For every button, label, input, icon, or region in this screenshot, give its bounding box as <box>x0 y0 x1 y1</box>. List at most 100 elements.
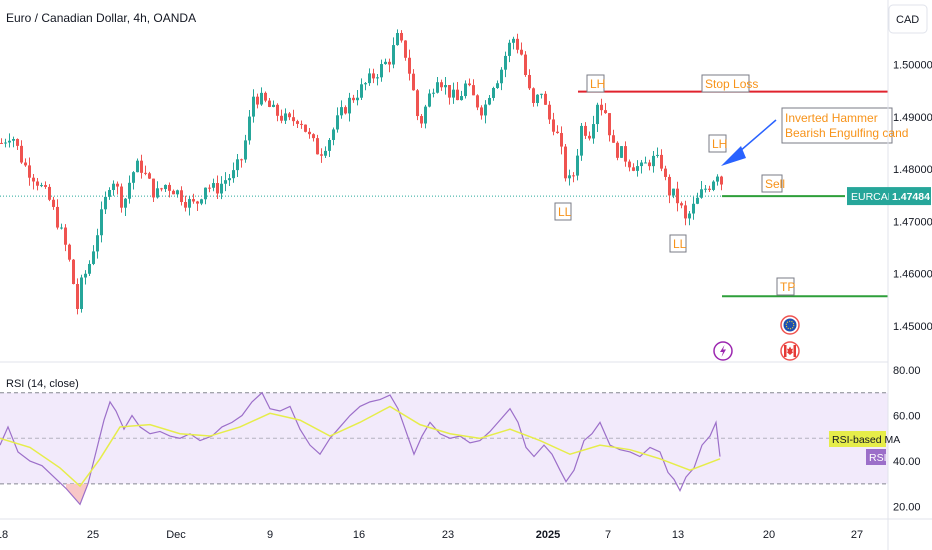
candle-body <box>624 146 627 162</box>
price-tag-value: 1.47484 <box>892 191 930 203</box>
price-tick-label: 1.45000 <box>893 321 932 333</box>
candle-body <box>132 172 135 183</box>
candle-body <box>288 113 291 118</box>
candle-body <box>144 172 147 174</box>
candle-body <box>180 190 183 203</box>
sell-label-text: Sell <box>765 177 785 191</box>
candle-body <box>636 166 639 171</box>
candle-body <box>76 284 79 309</box>
time-tick-label: 27 <box>851 529 863 541</box>
candle-body <box>156 188 159 198</box>
candle-body <box>536 94 539 103</box>
candle-body <box>592 124 595 139</box>
candle-body <box>692 203 695 214</box>
candle-body <box>500 69 503 84</box>
rsi-lines <box>0 391 721 506</box>
candle-body <box>388 61 391 65</box>
candle-body <box>516 38 519 50</box>
chart-title: Euro / Canadian Dollar, 4h, OANDA <box>6 11 196 25</box>
candle-body <box>212 183 215 188</box>
candle-body <box>676 188 679 204</box>
ll-label-1: LL <box>554 202 572 221</box>
candle-body <box>284 113 287 121</box>
candle-body <box>200 199 203 204</box>
candle-body <box>716 176 719 182</box>
currency-button[interactable]: CAD <box>888 4 928 34</box>
candle-body <box>420 116 423 124</box>
candle-body <box>80 277 83 309</box>
candle-body <box>292 117 295 122</box>
candle-body <box>152 178 155 198</box>
candle-body <box>304 124 307 132</box>
candle-body <box>700 189 703 198</box>
candle-body <box>492 88 495 98</box>
candle-body <box>648 162 651 167</box>
candle-body <box>656 154 659 156</box>
candle-body <box>20 145 23 163</box>
candle-body <box>628 161 631 168</box>
candle-body <box>356 97 359 101</box>
rsi-pane[interactable]: 80.00 60.00 40.00 20.00 <box>0 365 921 514</box>
candle-body <box>436 82 439 93</box>
candle-body <box>268 100 271 107</box>
candle-body <box>64 227 67 245</box>
candle-body <box>652 155 655 167</box>
candle-body <box>272 104 275 107</box>
price-tick-label: 1.48000 <box>893 164 932 176</box>
candle-body <box>32 177 35 182</box>
candle-body <box>344 107 347 114</box>
candle-body <box>320 154 323 156</box>
candle-body <box>172 190 175 195</box>
candle-body <box>108 190 111 197</box>
candle-body <box>596 104 599 125</box>
candle-body <box>588 135 591 139</box>
candle-body <box>540 93 543 95</box>
candle-body <box>352 97 355 101</box>
candle-body <box>612 135 615 143</box>
candle-body <box>428 93 431 107</box>
time-tick-label: 2025 <box>536 529 560 541</box>
candle-body <box>468 83 471 86</box>
rsi-title: RSI (14, close) <box>6 378 79 390</box>
candle-body <box>232 170 235 179</box>
candle-body <box>564 146 567 179</box>
candle-body <box>504 55 507 70</box>
time-tick-label: 9 <box>267 529 273 541</box>
candle-body <box>92 251 95 264</box>
candle-body <box>496 83 499 89</box>
price-tick-label: 1.47000 <box>893 216 932 228</box>
lh-label-2-box <box>708 134 727 153</box>
candle-body <box>600 104 603 111</box>
candle-body <box>560 133 563 147</box>
candle-body <box>52 199 55 207</box>
candle-body <box>440 82 443 88</box>
candle-body <box>632 167 635 171</box>
candle-body <box>4 142 7 144</box>
rsi-band-lines <box>0 392 888 485</box>
price-y-axis: 1.50000 1.49000 1.48000 1.47000 1.46000 1.450… <box>893 59 932 333</box>
candle-body <box>480 107 483 116</box>
candle-body <box>528 75 531 89</box>
candle-body <box>332 129 335 140</box>
canada-flag-icon[interactable] <box>780 341 800 361</box>
candle-body <box>364 83 367 85</box>
rsi-ma-line <box>0 405 721 488</box>
candle-body <box>584 125 587 136</box>
candle-body <box>688 213 691 219</box>
eu-flag-icon[interactable] <box>780 315 800 335</box>
candle-body <box>488 97 491 105</box>
candle-body <box>460 96 463 101</box>
stop-loss-label-box <box>701 74 750 93</box>
time-axis[interactable]: 18 25 Dec 9 16 23 2025 7 13 20 27 <box>0 529 863 541</box>
price-pane[interactable]: 1.50000 1.49000 1.48000 1.47000 1.46000 1.450… <box>0 29 932 333</box>
candle-body <box>580 125 583 156</box>
candle-body <box>312 134 315 139</box>
candle-body <box>376 77 379 79</box>
current-price-tag: EURCAD 1.47484 <box>847 187 931 206</box>
candle-body <box>12 139 15 141</box>
candle-body <box>712 181 715 190</box>
inverted-hammer-text: Inverted Hammer <box>785 111 878 125</box>
lightning-icon[interactable] <box>713 341 733 361</box>
time-tick-label: 20 <box>763 529 775 541</box>
